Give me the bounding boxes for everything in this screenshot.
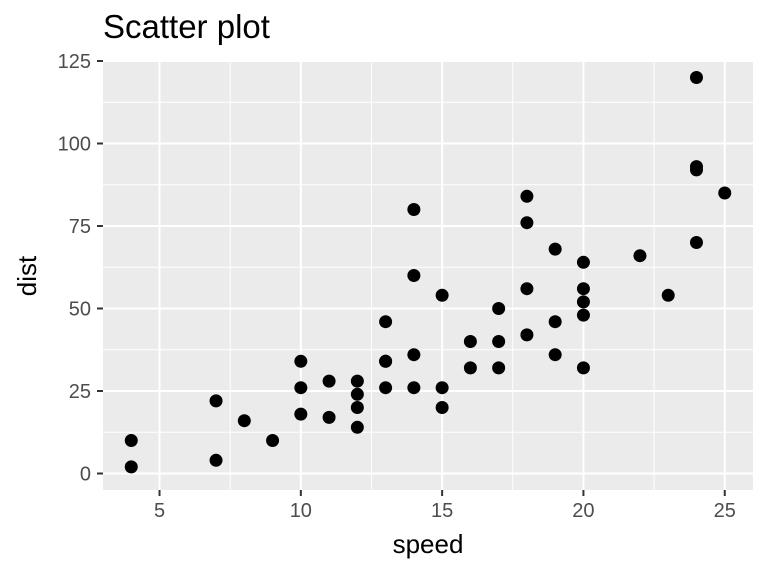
data-point	[576, 295, 590, 309]
data-point	[407, 348, 421, 362]
data-point	[689, 160, 703, 174]
data-point	[237, 414, 251, 428]
data-point	[350, 387, 364, 401]
y-axis-title: dist	[12, 255, 42, 296]
x-tick-label: 20	[572, 500, 594, 522]
data-point	[350, 420, 364, 434]
data-point	[520, 216, 534, 230]
data-point	[124, 460, 138, 474]
x-axis: 5 10 15 20 25	[154, 490, 736, 522]
data-point	[407, 269, 421, 282]
plot-panel	[103, 61, 753, 490]
data-point	[576, 282, 590, 296]
data-point	[718, 186, 732, 200]
data-point	[492, 361, 506, 375]
data-point	[548, 348, 562, 362]
data-point	[379, 381, 393, 395]
y-axis: 0 25 50 75 100 125	[58, 51, 103, 486]
y-tick-label: 50	[69, 299, 91, 321]
data-point	[576, 308, 590, 322]
x-tick-label: 10	[290, 500, 312, 522]
data-point	[294, 354, 308, 368]
data-point	[407, 203, 421, 216]
y-tick-label: 0	[80, 464, 91, 486]
y-tick-label: 75	[69, 216, 91, 238]
data-point	[548, 242, 562, 256]
data-point	[492, 302, 506, 315]
y-tick-label: 25	[69, 381, 91, 403]
data-point	[124, 434, 138, 447]
data-point	[322, 410, 336, 424]
chart-title: Scatter plot	[103, 8, 270, 45]
data-point	[520, 328, 534, 342]
data-points	[124, 71, 732, 474]
data-point	[633, 249, 647, 263]
data-point	[520, 189, 534, 203]
x-tick-label: 5	[154, 500, 165, 522]
data-point	[407, 381, 421, 395]
data-point	[294, 407, 308, 421]
data-point	[322, 374, 336, 388]
data-point	[209, 394, 223, 408]
data-point	[435, 381, 449, 395]
data-point	[520, 282, 534, 296]
y-tick-label: 125	[58, 51, 91, 73]
data-point	[689, 71, 703, 84]
data-point	[576, 255, 590, 269]
x-axis-title: speed	[393, 529, 464, 559]
data-point	[492, 335, 506, 348]
data-point	[661, 288, 675, 302]
y-tick-label: 100	[58, 134, 91, 156]
x-tick-label: 15	[431, 500, 453, 522]
data-point	[379, 354, 393, 368]
data-point	[435, 401, 449, 414]
data-point	[379, 315, 393, 329]
data-point	[689, 236, 703, 249]
data-point	[576, 361, 590, 375]
data-point	[548, 315, 562, 329]
data-point	[266, 434, 280, 447]
data-point	[435, 288, 449, 302]
data-point	[209, 453, 223, 467]
data-point	[463, 361, 477, 375]
data-point	[350, 374, 364, 388]
data-point	[294, 381, 308, 395]
data-point	[350, 401, 364, 414]
data-point	[463, 335, 477, 348]
grid-minor	[103, 61, 753, 490]
x-tick-label: 25	[714, 500, 736, 522]
